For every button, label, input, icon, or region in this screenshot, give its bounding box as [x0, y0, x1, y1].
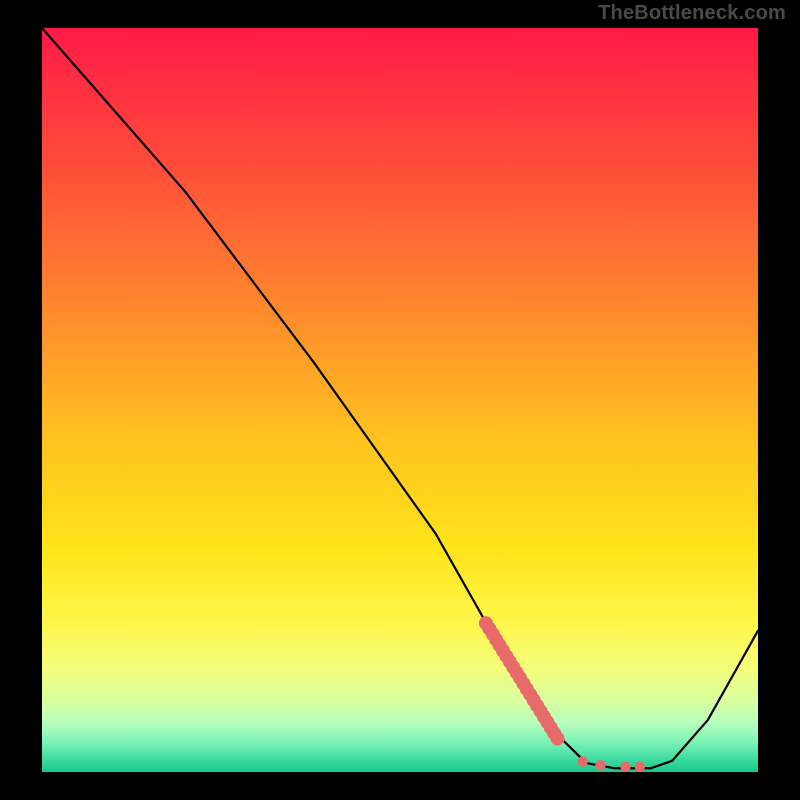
- marker-dot: [620, 762, 630, 772]
- marker-dot: [577, 756, 587, 766]
- marker-dot: [551, 732, 565, 746]
- marker-dot: [635, 762, 645, 772]
- chart-canvas: [0, 0, 800, 800]
- plot-area: [42, 28, 758, 772]
- marker-dot: [595, 760, 605, 770]
- bottleneck-chart: TheBottleneck.com: [0, 0, 800, 800]
